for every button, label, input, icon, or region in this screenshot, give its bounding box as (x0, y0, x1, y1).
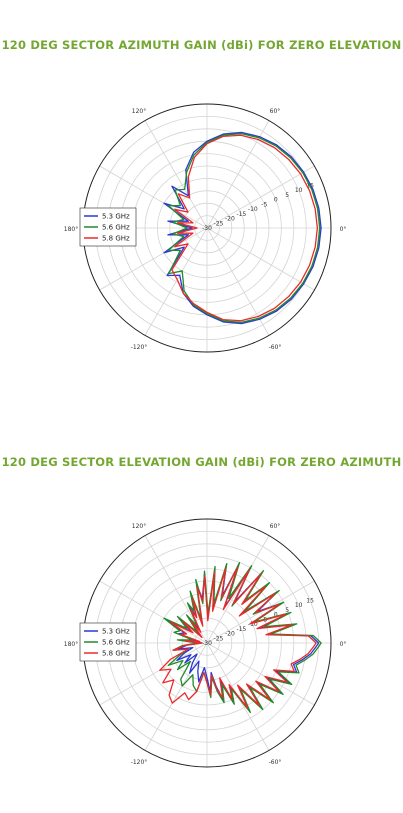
elevation-radial-tick-label: -25 (214, 635, 224, 642)
azimuth-radial-tick-label: -15 (236, 211, 246, 218)
elevation-radial-tick-label: 5 (285, 607, 289, 614)
azimuth-angle-tick-label: 180° (64, 226, 78, 233)
azimuth-radial-tick-label: -10 (248, 206, 258, 213)
azimuth-series-line-1 (167, 132, 321, 324)
elevation-grid-spoke (206, 535, 270, 644)
azimuth-grid-spoke (99, 227, 208, 291)
elevation-legend-label: 5.6 GHz (102, 639, 130, 647)
azimuth-grid-spoke (144, 227, 208, 336)
azimuth-radial-tick-label: -5 (261, 201, 267, 208)
elevation-angle-tick-label: -120° (131, 759, 148, 766)
azimuth-radial-tick-label: 5 (285, 192, 289, 199)
elevation-radial-tick-label: -30 (202, 640, 212, 647)
elevation-series-line-1 (163, 561, 322, 714)
elevation-angle-tick-label: 180° (64, 641, 78, 648)
elevation-chart-title: 120 DEG SECTOR ELEVATION GAIN (dBi) FOR … (1, 455, 402, 469)
azimuth-chart-title: 120 DEG SECTOR AZIMUTH GAIN (dBi) FOR ZE… (1, 38, 402, 52)
azimuth-grid-spoke (206, 227, 315, 291)
azimuth-grid-spoke (206, 227, 270, 336)
elevation-radial-tick-label: -15 (236, 626, 246, 633)
elevation-angle-tick-label: 60° (270, 523, 281, 530)
elevation-radial-tick-label: 0 (274, 612, 278, 619)
azimuth-polar-chart: 0° 60° 120° 180° -120° -60° -30-25-20-15-10-5 0… (64, 103, 347, 353)
azimuth-legend-label: 5.3 GHz (102, 213, 130, 221)
azimuth-grid-spoke (206, 165, 315, 229)
elevation-angle-tick-label: 0° (340, 641, 347, 648)
elevation-radial-tick-label: -10 (248, 621, 258, 628)
elevation-angle-tick-label: 120° (132, 523, 146, 530)
azimuth-grid-spoke (144, 120, 208, 229)
azimuth-grid-spoke (206, 120, 270, 229)
azimuth-angle-tick-label: 120° (132, 108, 146, 115)
elevation-grid-spoke (144, 642, 208, 751)
elevation-radial-tick-label: 10 (295, 602, 303, 609)
elevation-angle-tick-label: -60° (269, 759, 282, 766)
azimuth-radial-tick-label: -30 (202, 225, 212, 232)
azimuth-radial-tick-label: 0 (274, 197, 278, 204)
azimuth-radial-tick-label: 10 (295, 187, 303, 194)
elevation-series-line-2 (159, 566, 317, 709)
elevation-radial-tick-label: 15 (306, 597, 314, 604)
azimuth-legend-label: 5.6 GHz (102, 224, 130, 232)
elevation-grid-spoke (99, 642, 208, 706)
azimuth-radial-tick-label: -25 (214, 220, 224, 227)
azimuth-grid-spoke (99, 165, 208, 229)
azimuth-angle-tick-label: -60° (269, 344, 282, 351)
azimuth-legend-label: 5.8 GHz (102, 235, 130, 243)
azimuth-angle-tick-label: 0° (340, 226, 347, 233)
azimuth-angle-tick-label: 60° (270, 108, 281, 115)
elevation-grid-spoke (99, 580, 208, 644)
elevation-legend-label: 5.3 GHz (102, 628, 130, 636)
elevation-legend-label: 5.8 GHz (102, 650, 130, 658)
elevation-grid-spoke (206, 580, 315, 644)
azimuth-radial-tick-label: -20 (225, 216, 235, 223)
elevation-grid-spoke (206, 642, 315, 706)
azimuth-series-line-0 (163, 131, 322, 325)
azimuth-angle-tick-label: -120° (131, 344, 148, 351)
elevation-radial-tick-label: -20 (225, 631, 235, 638)
azimuth-series-line-2 (171, 134, 319, 322)
elevation-polar-chart: 0°60°120°180°-120° -60°-30-25-20-15-10-50… (64, 518, 347, 768)
